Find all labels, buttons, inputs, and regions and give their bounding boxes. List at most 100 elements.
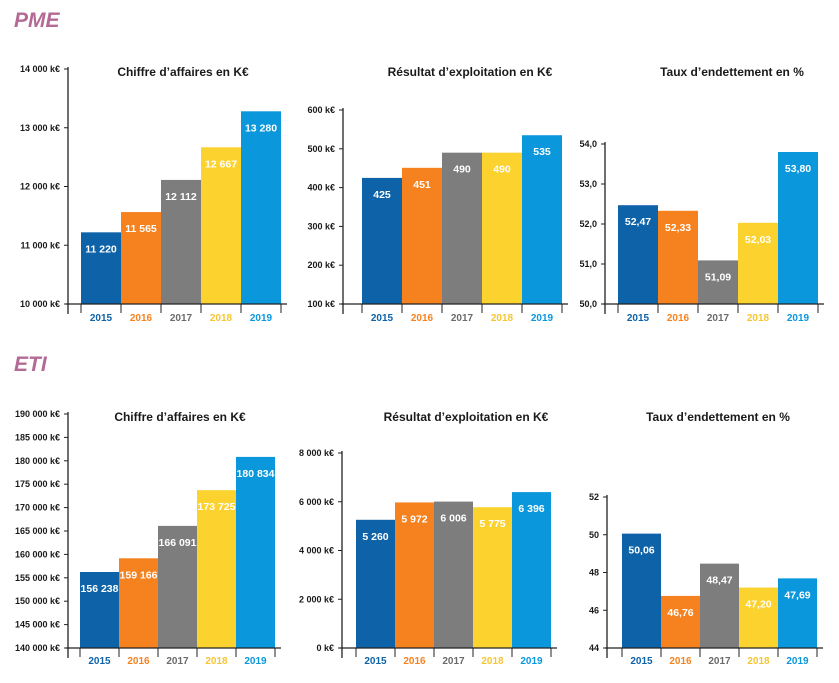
category-label-2017: 2017 xyxy=(451,313,474,324)
y-tick-label: 200 k€ xyxy=(307,260,335,270)
category-label-2018: 2018 xyxy=(205,656,228,667)
bar-2018 xyxy=(197,490,236,648)
category-label-2017: 2017 xyxy=(166,656,189,667)
category-label-2017: 2017 xyxy=(170,313,193,324)
data-label-2019: 180 834 xyxy=(237,468,275,480)
y-tick-label: 50 xyxy=(589,530,599,540)
data-label-2016: 451 xyxy=(413,179,431,191)
data-label-2016: 52,33 xyxy=(665,222,691,234)
category-label-2015: 2015 xyxy=(88,656,111,667)
data-label-2015: 425 xyxy=(373,189,391,201)
data-label-2016: 11 565 xyxy=(125,223,157,235)
bar-2017 xyxy=(158,525,197,648)
data-label-2017: 12 112 xyxy=(165,191,197,203)
bar-2015 xyxy=(80,572,119,648)
y-tick-label: 50,0 xyxy=(579,299,597,309)
y-tick-label: 53,0 xyxy=(579,179,597,189)
y-tick-label: 500 k€ xyxy=(307,144,335,154)
y-tick-label: 170 000 k€ xyxy=(15,503,60,513)
bar-2019 xyxy=(512,492,551,648)
y-tick-label: 100 k€ xyxy=(307,299,335,309)
y-tick-label: 400 k€ xyxy=(307,183,335,193)
data-label-2018: 173 725 xyxy=(198,501,236,513)
section-title-eti: ETI xyxy=(14,353,47,376)
section-title-pme: PME xyxy=(14,9,60,32)
y-tick-label: 190 000 k€ xyxy=(15,409,60,419)
data-label-2019: 47,69 xyxy=(784,589,810,601)
y-tick-label: 54,0 xyxy=(579,139,597,149)
data-label-2018: 12 667 xyxy=(205,158,237,170)
bar-2019 xyxy=(241,111,281,304)
category-label-2019: 2019 xyxy=(787,313,810,324)
category-label-2018: 2018 xyxy=(491,313,514,324)
data-label-2017: 166 091 xyxy=(159,537,197,549)
category-label-2019: 2019 xyxy=(786,656,809,667)
category-label-2015: 2015 xyxy=(627,313,650,324)
data-label-2019: 53,80 xyxy=(785,163,811,175)
chart-title: Résultat d’exploitation en K€ xyxy=(388,65,553,79)
bar-2018 xyxy=(482,152,522,304)
bar-2017 xyxy=(161,179,201,304)
y-tick-label: 8 000 k€ xyxy=(299,448,334,458)
data-label-2019: 13 280 xyxy=(245,122,277,134)
category-label-2015: 2015 xyxy=(364,656,387,667)
category-label-2019: 2019 xyxy=(531,313,554,324)
category-label-2018: 2018 xyxy=(747,656,770,667)
category-label-2016: 2016 xyxy=(127,656,150,667)
bar-2019 xyxy=(236,456,275,648)
bar-2018 xyxy=(739,587,778,648)
data-label-2016: 5 972 xyxy=(401,513,427,525)
bar-2016 xyxy=(121,212,161,304)
category-label-2015: 2015 xyxy=(90,313,113,324)
y-tick-label: 155 000 k€ xyxy=(15,573,60,583)
bar-2016 xyxy=(395,502,434,648)
bar-2017 xyxy=(442,152,482,304)
y-tick-label: 46 xyxy=(589,605,599,615)
data-label-2015: 5 260 xyxy=(362,531,388,543)
data-label-2019: 6 396 xyxy=(518,503,544,515)
chart-title: Taux d’endettement en % xyxy=(646,410,790,424)
bar-2019 xyxy=(778,152,818,304)
data-label-2015: 52,47 xyxy=(625,216,651,228)
bar-2015 xyxy=(81,232,121,304)
y-tick-label: 145 000 k€ xyxy=(15,620,60,630)
y-tick-label: 140 000 k€ xyxy=(15,643,60,653)
bar-2018 xyxy=(473,507,512,648)
data-label-2015: 156 238 xyxy=(81,583,119,595)
y-tick-label: 165 000 k€ xyxy=(15,526,60,536)
category-label-2017: 2017 xyxy=(707,313,730,324)
y-tick-label: 160 000 k€ xyxy=(15,549,60,559)
category-label-2015: 2015 xyxy=(630,656,653,667)
category-label-2017: 2017 xyxy=(442,656,465,667)
data-label-2017: 490 xyxy=(453,164,471,176)
bar-2015 xyxy=(356,519,395,648)
data-label-2019: 535 xyxy=(533,146,551,158)
bar-2018 xyxy=(738,222,778,304)
data-label-2018: 47,20 xyxy=(745,599,771,611)
data-label-2018: 5 775 xyxy=(479,518,505,530)
bar-2018 xyxy=(201,147,241,304)
category-label-2018: 2018 xyxy=(210,313,233,324)
category-label-2019: 2019 xyxy=(244,656,267,667)
y-tick-label: 14 000 k€ xyxy=(20,64,60,74)
y-tick-label: 600 k€ xyxy=(307,105,335,115)
category-label-2017: 2017 xyxy=(708,656,731,667)
category-label-2016: 2016 xyxy=(667,313,690,324)
data-label-2017: 6 006 xyxy=(440,513,466,525)
data-label-2018: 490 xyxy=(493,164,511,176)
bar-2019 xyxy=(522,135,562,304)
y-tick-label: 2 000 k€ xyxy=(299,594,334,604)
bar-2017 xyxy=(434,501,473,648)
category-label-2018: 2018 xyxy=(481,656,504,667)
category-label-2016: 2016 xyxy=(411,313,434,324)
data-label-2017: 51,09 xyxy=(705,271,731,283)
category-label-2018: 2018 xyxy=(747,313,770,324)
data-label-2018: 52,03 xyxy=(745,234,771,246)
data-label-2017: 48,47 xyxy=(706,575,732,587)
